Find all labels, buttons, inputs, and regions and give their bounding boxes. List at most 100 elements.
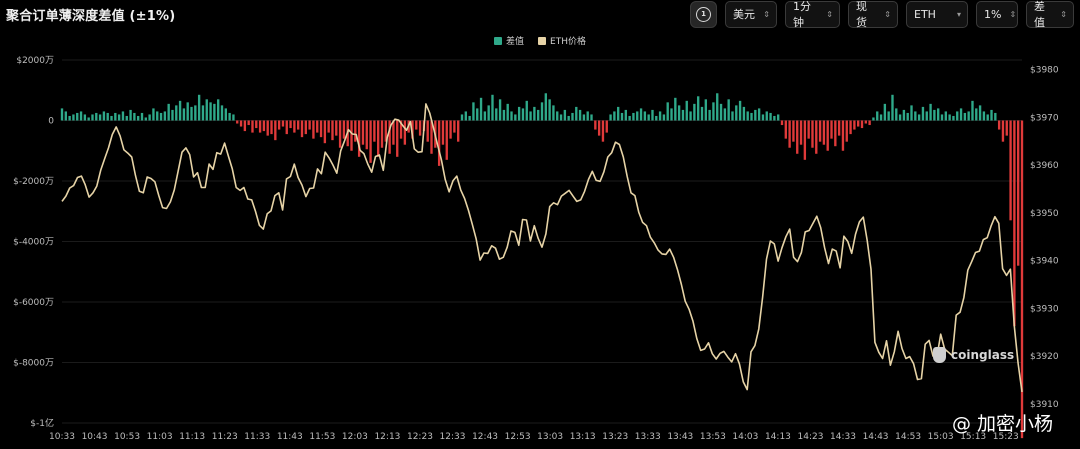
delta-bar — [872, 117, 875, 121]
x-tick-label: 12:43 — [472, 432, 498, 442]
delta-bar — [335, 120, 338, 136]
interval-select[interactable]: 1分钟 ⇕ — [785, 0, 840, 29]
delta-bar — [857, 120, 860, 127]
delta-bar — [818, 120, 822, 142]
delta-bar — [590, 114, 593, 121]
legend-item-price[interactable]: ETH价格 — [538, 34, 586, 47]
delta-bar — [716, 93, 719, 121]
x-tick-label: 10:53 — [114, 432, 140, 442]
delta-bar — [217, 99, 220, 121]
delta-bar — [487, 105, 490, 121]
legend-item-diff[interactable]: 差值 — [494, 34, 524, 47]
delta-bar — [658, 111, 662, 121]
delta-bar — [354, 120, 357, 142]
right-axis-ticks: $3980 $3970 $3960 $3950 $3940 $3930 $3920 $3910 — [1030, 66, 1059, 410]
legend-swatch-price — [538, 36, 547, 45]
delta-bar — [388, 120, 391, 154]
author-tag: @ 加密小杨 — [952, 409, 1053, 436]
delta-bar — [68, 115, 71, 121]
delta-bar — [571, 112, 574, 121]
delta-bar — [708, 109, 711, 121]
delta-bar — [83, 114, 87, 121]
delta-bar — [392, 120, 395, 145]
refresh-icon[interactable]: 1 — [690, 0, 717, 28]
currency-select[interactable]: 美元 ⇕ — [725, 0, 777, 28]
delta-bar — [651, 109, 654, 121]
delta-bar — [304, 120, 307, 135]
x-tick-label: 13:53 — [700, 432, 726, 442]
delta-bar — [815, 120, 818, 154]
delta-bar — [636, 111, 639, 121]
delta-bar — [293, 120, 296, 133]
delta-bar — [453, 120, 456, 133]
delta-bar — [594, 120, 597, 130]
x-tick-label: 12:03 — [342, 432, 368, 442]
delta-bar — [704, 99, 707, 121]
coin-select[interactable]: ETH ▾ — [906, 0, 968, 28]
delta-bar — [921, 106, 925, 121]
delta-bar — [914, 111, 917, 121]
delta-bar — [350, 120, 353, 151]
delta-bar — [102, 111, 106, 121]
delta-bar — [121, 111, 125, 121]
delta-bar — [997, 120, 1001, 130]
delta-bar — [948, 114, 951, 121]
delta-bar — [472, 102, 475, 121]
delta-bar — [956, 111, 959, 121]
delta-bar — [137, 115, 140, 121]
x-tick-label: 11:13 — [179, 432, 205, 442]
delta-bar — [742, 106, 746, 121]
delta-bar — [971, 100, 974, 121]
delta-bar — [106, 112, 109, 121]
metric-select[interactable]: 差值 ⇕ — [1026, 0, 1074, 29]
x-tick-label: 10:33 — [49, 432, 75, 442]
legend-swatch-diff — [494, 36, 503, 45]
y-left-tick-label: $-1亿 — [30, 417, 54, 429]
delta-bar — [308, 120, 311, 130]
currency-value: 美元 — [733, 8, 755, 21]
delta-bar — [365, 120, 368, 150]
delta-bar — [441, 120, 445, 145]
x-tick-label: 13:43 — [667, 432, 693, 442]
delta-bar — [213, 103, 216, 121]
page-title: 聚合订单薄深度差值 (±1%) — [6, 9, 176, 24]
chart-legend: 差值 ETH价格 — [0, 34, 1080, 47]
delta-bar — [952, 115, 955, 121]
delta-bar — [792, 120, 795, 142]
delta-bar — [639, 108, 643, 121]
x-tick-label: 13:13 — [570, 432, 596, 442]
delta-bar — [498, 99, 502, 121]
delta-bar — [159, 112, 163, 121]
delta-bar — [415, 120, 418, 130]
legend-label-diff: 差值 — [506, 37, 525, 47]
delta-bar — [236, 120, 239, 124]
market-select[interactable]: 现货 ⇕ — [848, 0, 898, 29]
delta-bar — [712, 102, 715, 121]
delta-bar — [761, 114, 765, 121]
delta-bar — [883, 103, 887, 121]
delta-bar — [895, 108, 898, 121]
delta-bar — [182, 108, 186, 121]
delta-bar — [670, 108, 673, 121]
delta-bar — [262, 120, 266, 132]
delta-bar — [110, 115, 113, 121]
delta-bar — [799, 120, 803, 145]
delta-bar — [98, 114, 102, 121]
delta-bar — [533, 106, 536, 121]
delta-bar — [849, 120, 852, 135]
x-tick-label: 15:13 — [960, 432, 986, 442]
range-select[interactable]: 1% ⇕ — [976, 0, 1018, 28]
delta-bar — [582, 114, 586, 121]
delta-bar — [811, 120, 814, 148]
delta-bar — [666, 102, 669, 121]
delta-bar — [605, 120, 608, 133]
y-left-tick-label: $-4000万 — [13, 238, 54, 248]
delta-bar — [613, 111, 616, 121]
delta-bar — [239, 120, 243, 127]
delta-bar — [773, 115, 776, 121]
y-left-tick-label: 0 — [48, 117, 54, 127]
x-tick-label: 11:33 — [244, 432, 270, 442]
delta-bar — [483, 111, 487, 121]
delta-bar — [224, 108, 227, 121]
x-tick-label: 14:23 — [798, 432, 824, 442]
